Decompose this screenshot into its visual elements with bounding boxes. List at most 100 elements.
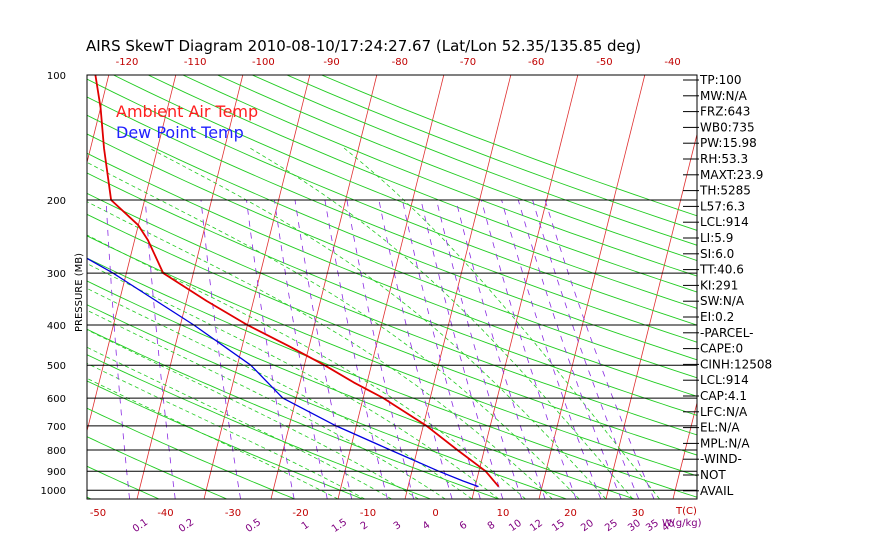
dry-adiabat-line [182,75,697,277]
mixing-ratio-line [532,199,640,499]
dry-adiabat-line [87,257,697,498]
moist-adiabat-line [87,287,473,499]
isotherm-line [471,75,579,499]
index-entry: CAPE:0 [700,342,743,356]
mixing-ratio-line [481,199,577,499]
mixing-ratio-line [246,199,295,499]
dry-adiabat-line [286,75,697,231]
mixing-ratio-line [501,199,602,499]
index-entry: TH:5285 [699,184,751,198]
bottom-temp-label: 10 [497,508,510,519]
mixing-ratio-line [324,199,388,499]
index-entry: LFC:N/A [700,405,748,419]
bottom-temp-label: 20 [564,508,577,519]
bottom-temp-label: -10 [360,508,376,519]
bottom-temp-label: -30 [225,508,241,519]
mixing-ratio-lines [105,199,655,499]
dry-adiabat-line [113,75,697,309]
index-entry: MAXT:23.9 [700,168,763,182]
mixing-ratio-line [455,199,546,499]
pressure-tick-label: 200 [47,196,66,207]
mixing-ratio-label: 0.1 [131,517,150,535]
isotherm-line [270,75,378,499]
bottom-temp-label: -20 [292,508,308,519]
mixing-ratio-label: 0.2 [177,517,196,535]
moist-adiabat-line [87,309,446,499]
top-temp-label: -90 [323,57,339,68]
top-temp-label: -100 [252,57,275,68]
pressure-tick-label: 500 [47,361,66,372]
dry-adiabat-line [87,192,697,436]
index-entry: TT:40.6 [699,263,744,277]
index-entry: PW:15.98 [700,136,757,150]
dry-adiabat-line [87,114,697,361]
dry-adiabat-line [148,75,697,293]
legend-dew-point-temp: Dew Point Temp [116,123,244,142]
top-temp-label: -120 [116,57,139,68]
mixing-ratio-label: 8 [486,520,498,533]
top-temp-label: -40 [664,57,680,68]
top-temperature-labels: -120 -110 -100 -90 -80 -70 -60 -50 -40 [116,57,681,68]
pressure-tick-label: 600 [47,394,66,405]
index-entry: SW:N/A [700,294,745,308]
mixing-ratio-label: 2 [359,520,371,533]
plot-frame [86,74,698,500]
mixing-ratio-line [544,199,655,499]
index-entry: -WIND- [700,452,742,466]
isotherm-line [136,75,244,499]
dry-adiabat-line [87,436,228,499]
index-entry: SI:6.0 [700,247,734,261]
pressure-tick-labels: 100 200 300 400 500 600 700 800 900 1000 [41,71,66,497]
mixing-ratio-line [294,199,353,499]
pressure-tick-label: 700 [47,422,66,433]
bottom-temperature-labels: -50 -40 -30 -20 -10 0 10 20 30 [90,508,645,519]
index-entry: LI:5.9 [700,231,733,245]
mixing-ratio-line [105,199,130,499]
index-entry: LCL:914 [700,215,749,229]
top-temp-label: -80 [392,57,408,68]
mixing-ratio-label: 12 [528,518,545,534]
mixing-ratio-line [517,199,622,499]
bottom-temp-label: 30 [632,508,645,519]
index-entry: EI:0.2 [700,310,734,324]
pressure-tick-label: 800 [47,446,66,457]
mixing-ratio-line [144,199,176,499]
mixing-ratio-line [420,199,504,499]
dry-adiabat-line [87,96,697,343]
dry-adiabat-line [217,75,697,262]
index-entry: EL:N/A [700,421,740,435]
mixing-ratio-line [402,199,481,499]
mixing-ratio-label: 20 [579,518,596,534]
mixing-ratio-label: 6 [458,520,470,533]
chart-title: AIRS SkewT Diagram 2010-08-10/17:24:27.6… [86,37,641,55]
mixing-ratio-label: 15 [550,518,567,534]
pressure-tick-label: 1000 [41,486,66,497]
bottom-axis-unit: T(C) [675,506,697,517]
index-entry: MPL:N/A [700,436,750,450]
dry-adiabat-line [87,133,697,379]
index-entry: MW:N/A [700,89,748,103]
index-entry: AVAIL [700,484,734,498]
dry-adiabat-line [0,75,23,499]
isotherm-line [87,75,110,165]
mixing-ratio-label: 1 [300,520,312,533]
dry-adiabat-line [87,328,499,499]
dry-adiabat-line [87,172,697,416]
mixing-ratio-labels: 0.1 0.2 0.5 1 1.5 2 3 4 6 8 10 12 15 20 25 30 35 40 [131,517,677,535]
moist-adiabat-line [87,161,580,499]
mixing-ratio-line [436,199,523,499]
index-entry: WB0:735 [700,120,755,134]
index-entry: FRZ:643 [700,105,750,119]
mixing-ratio-label: 35 [644,518,661,534]
bottom-temp-label: 0 [432,508,438,519]
isotherm-lines [87,75,697,499]
dry-adiabat-line [87,213,697,456]
index-entry: LCL:914 [700,373,749,387]
mixing-ratio-unit: W(g/kg) [662,518,702,529]
mixing-ratio-label: 10 [507,518,524,534]
index-entry: L57:6.3 [700,199,745,213]
isotherm-line [87,75,177,433]
index-entry: KI:291 [700,278,738,292]
top-temp-label: -110 [184,57,207,68]
mixing-ratio-line [274,199,328,499]
